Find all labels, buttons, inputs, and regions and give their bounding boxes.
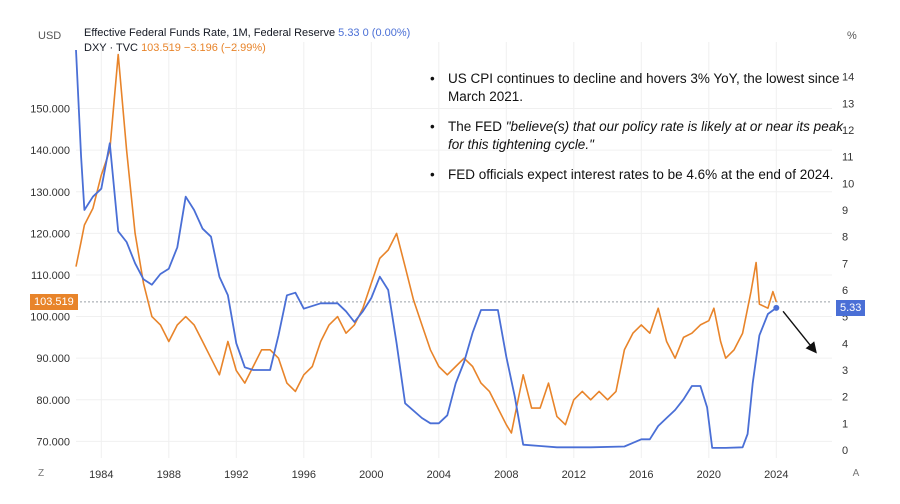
projection-arrow	[782, 310, 817, 354]
note-fed-quote: • The FED "believe(s) that our policy ra…	[430, 118, 850, 154]
left-tick-label: 100.000	[30, 312, 70, 324]
annotation-notes: • US CPI continues to decline and hovers…	[430, 70, 850, 196]
left-tick-label: 90.000	[36, 353, 70, 365]
right-tick-label: 11	[842, 152, 853, 164]
fed-last-point	[773, 304, 780, 311]
x-tick-label: 2024	[764, 469, 788, 481]
right-tick-label: 14	[842, 72, 854, 84]
note-fed-projection-text: FED officials expect interest rates to b…	[448, 167, 834, 182]
right-tick-label: 1	[842, 418, 848, 430]
legend: Effective Federal Funds Rate, 1M, Federa…	[84, 26, 410, 56]
bullet-icon: •	[430, 71, 435, 86]
auto-scale-right-button[interactable]: A	[852, 468, 860, 479]
x-tick-label: 2016	[629, 469, 653, 481]
left-tick-label: 110.000	[31, 270, 70, 282]
left-tick-label: 120.000	[30, 228, 70, 240]
left-tick-label: 130.000	[30, 187, 70, 199]
right-tick-label: 2	[842, 392, 848, 404]
x-axis: 1984 1988 1992 1996 2000 2004 2008 2012 2016 2020…	[89, 469, 788, 481]
right-tick-label: 5	[842, 312, 848, 324]
legend-item-fed[interactable]: Effective Federal Funds Rate, 1M, Federa…	[84, 26, 410, 41]
legend-dxy-value: 103.519	[141, 42, 181, 54]
legend-dxy-name: DXY · TVC	[84, 42, 138, 54]
right-tick-label: 9	[842, 205, 848, 217]
right-tick-label: 8	[842, 232, 848, 244]
bullet-icon: •	[430, 167, 435, 182]
fed-last-value-badge: 5.33	[836, 299, 866, 316]
right-tick-label: 3	[842, 365, 848, 377]
right-tick-label: 10	[842, 178, 854, 190]
left-axis-unit: USD	[38, 30, 62, 42]
right-tick-label: 13	[842, 98, 854, 110]
note-fed-quote-text: "believe(s) that our policy rate is like…	[448, 119, 843, 152]
bullet-icon: •	[430, 119, 435, 134]
left-tick-label: 140.000	[30, 145, 70, 157]
x-tick-label: 1984	[89, 469, 113, 481]
series-line-dxy[interactable]	[75, 53, 778, 434]
grid	[76, 42, 832, 458]
right-axis-unit: %	[847, 30, 857, 42]
right-tick-label: 7	[842, 258, 848, 270]
legend-fed-change: 0 (0.00%)	[362, 27, 411, 39]
x-tick-label: 2008	[494, 469, 518, 481]
legend-dxy-change: −3.196 (−2.99%)	[183, 42, 266, 54]
right-tick-label: 0	[842, 445, 848, 457]
right-tick-label: 6	[842, 285, 848, 297]
right-tick-label: 12	[842, 125, 854, 137]
left-tick-label: 80.000	[36, 395, 70, 407]
x-tick-label: 1992	[224, 469, 248, 481]
legend-fed-value: 5.33	[338, 27, 360, 39]
dxy-last-value-badge: 103.519	[30, 293, 78, 310]
legend-fed-name: Effective Federal Funds Rate, 1M, Federa…	[84, 27, 336, 39]
note-cpi-text: US CPI continues to decline and hovers 3…	[448, 71, 840, 104]
note-cpi: • US CPI continues to decline and hovers…	[430, 70, 850, 106]
legend-item-dxy[interactable]: DXY · TVC 103.519 −3.196 (−2.99%)	[84, 41, 410, 56]
auto-scale-left-button[interactable]: Z	[37, 468, 45, 479]
series-line-fed[interactable]	[75, 49, 777, 449]
left-tick-label: 70.000	[36, 436, 70, 448]
x-tick-label: 2020	[697, 469, 721, 481]
x-tick-label: 1996	[292, 469, 316, 481]
left-tick-label: 150.000	[30, 104, 70, 116]
x-tick-label: 2004	[427, 469, 451, 481]
x-tick-label: 2012	[562, 469, 586, 481]
left-axis: 70.000 80.000 90.000 100.000 110.000 120.000 1…	[30, 104, 70, 449]
x-tick-label: 2000	[359, 469, 383, 481]
x-tick-label: 1988	[157, 469, 181, 481]
note-fed-prefix: The FED	[448, 119, 506, 134]
right-tick-label: 4	[842, 338, 848, 350]
note-fed-projection: • FED officials expect interest rates to…	[430, 166, 850, 184]
